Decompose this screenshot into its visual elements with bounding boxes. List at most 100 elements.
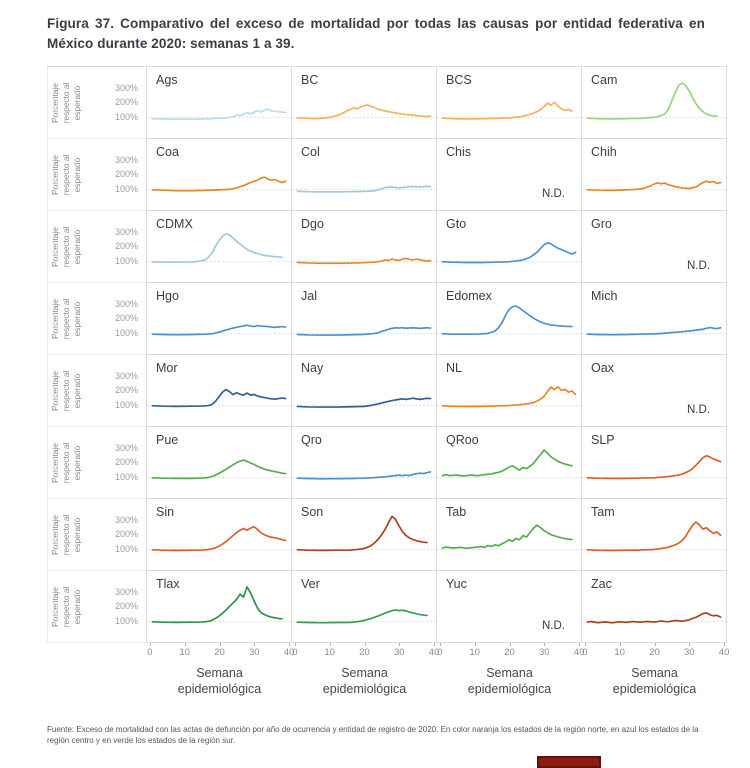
chart-cell-gto: Gto (437, 210, 582, 283)
y-tick-label: 200% (114, 601, 138, 612)
series-line (151, 323, 287, 336)
line-chart-col (292, 184, 436, 193)
series-line (151, 232, 283, 263)
chart-cell-tam: Tam (582, 498, 727, 571)
y-axis-title: Porcentaje respecto al esperado (50, 370, 82, 411)
x-tick-label: 20 (359, 646, 370, 658)
y-tick-label: 300% (114, 514, 138, 525)
line-chart-son (292, 515, 436, 551)
figure-content: Figura 37. Comparativo del exceso de mor… (47, 16, 730, 745)
state-label: Chih (591, 144, 617, 159)
x-ticks-col-2: 0 10 20 30 40 (437, 642, 584, 661)
y-axis-title: Porcentaje respecto al esperado (50, 82, 82, 123)
series-line (151, 388, 287, 407)
y-tick-label: 100% (114, 184, 138, 195)
chart-cell-yuc: Yuc N.D. (437, 570, 582, 643)
state-label: Ags (156, 72, 178, 87)
series-line (151, 175, 287, 192)
y-axis-row-2: Porcentaje respecto al esperado 300% 200% 1… (47, 210, 147, 283)
line-chart-edomex (437, 304, 581, 335)
line-chart-gto (437, 241, 581, 263)
no-data-label: N.D. (687, 259, 710, 272)
y-axis-row-0: Porcentaje respecto al esperado 300% 200% 1… (47, 66, 147, 139)
x-axis-ticks-row: 0 10 20 30 40 0 10 20 30 40 0 10 20 30 40 0 10 20 30 40 (147, 642, 730, 661)
series-line (586, 81, 718, 120)
x-tick-mark (289, 642, 291, 646)
line-chart-zac (582, 611, 726, 624)
chart-cell-ags: Ags (147, 66, 292, 139)
series-line (441, 385, 577, 407)
state-label: Sin (156, 504, 175, 519)
state-label: Mor (156, 360, 178, 375)
x-tick-label: 10 (469, 646, 480, 658)
line-chart-cam (582, 81, 726, 120)
chart-cell-nl: NL (437, 354, 582, 427)
state-label: Chis (446, 144, 472, 159)
series-line (441, 448, 573, 477)
x-axis-title-col-3: Semana epidemiológica (582, 665, 727, 698)
x-tick-mark (584, 642, 586, 646)
series-line (441, 523, 573, 549)
y-tick-label: 200% (114, 529, 138, 540)
series-line (296, 608, 428, 624)
y-tick-label: 100% (114, 616, 138, 627)
line-chart-ver (292, 608, 436, 624)
y-tick-label: 100% (114, 112, 138, 123)
chart-cell-mich: Mich (582, 282, 727, 355)
chart-cell-nay: Nay (292, 354, 437, 427)
line-chart-sin (147, 525, 291, 551)
y-tick-label: 200% (114, 313, 138, 324)
chart-cell-pue: Pue (147, 426, 292, 499)
line-chart-slp (582, 454, 726, 479)
state-label: Gro (591, 216, 612, 231)
x-tick-mark (579, 642, 581, 646)
chart-cell-coa: Coa (147, 138, 292, 211)
chart-cell-hgo: Hgo (147, 282, 292, 355)
state-label: NL (446, 360, 462, 375)
y-tick-label: 100% (114, 328, 138, 339)
line-chart-qroo (437, 448, 581, 478)
line-chart-coa (147, 175, 291, 192)
x-tick-label: 0 (582, 646, 588, 658)
x-tick-label: 30 (249, 646, 260, 658)
series-line (296, 515, 428, 551)
series-line (296, 470, 432, 480)
x-tick-label: 0 (292, 646, 298, 658)
state-label: BCS (446, 72, 472, 87)
y-axis-row-5: Porcentaje respecto al esperado 300% 200% 1… (47, 426, 147, 499)
no-data-label: N.D. (687, 403, 710, 416)
line-chart-dgo (292, 257, 436, 264)
line-chart-bcs (437, 100, 581, 120)
x-tick-label: 10 (614, 646, 625, 658)
x-tick-label: 40 (428, 646, 440, 658)
state-label: Cam (591, 72, 618, 87)
line-chart-nl (437, 385, 581, 407)
y-axis-title: Porcentaje respecto al esperado (50, 514, 82, 555)
state-label: Ver (301, 576, 320, 591)
footer-red-banner (537, 756, 601, 768)
series-line (296, 103, 432, 120)
y-axis-row-1: Porcentaje respecto al esperado 300% 200% 1… (47, 138, 147, 211)
y-tick-label: 200% (114, 241, 138, 252)
y-tick-label: 100% (114, 400, 138, 411)
line-chart-hgo (147, 323, 291, 336)
line-chart-mor (147, 388, 291, 407)
state-label: Nay (301, 360, 324, 375)
x-ticks-col-3: 0 10 20 30 40 (582, 642, 730, 661)
figure-title: Figura 37. Comparativo del exceso de mor… (47, 16, 705, 52)
x-tick-mark (434, 642, 436, 646)
state-label: Col (301, 144, 320, 159)
state-label: Oax (591, 360, 614, 375)
y-tick-label: 100% (114, 544, 138, 555)
x-axis-title: Semana epidemiológica (467, 665, 552, 696)
y-tick-label: 300% (114, 154, 138, 165)
line-chart-qro (292, 470, 436, 480)
series-line (441, 304, 573, 335)
x-tick-label: 10 (179, 646, 190, 658)
y-axis-row-3: Porcentaje respecto al esperado 300% 200% 1… (47, 282, 147, 355)
state-label: BC (301, 72, 319, 87)
x-tick-label: 40 (718, 646, 730, 658)
x-tick-mark (329, 642, 331, 646)
y-axis-row-6: Porcentaje respecto al esperado 300% 200% 1… (47, 498, 147, 571)
small-multiples-grid: Porcentaje respecto al esperado 300% 200% 1… (47, 65, 728, 643)
